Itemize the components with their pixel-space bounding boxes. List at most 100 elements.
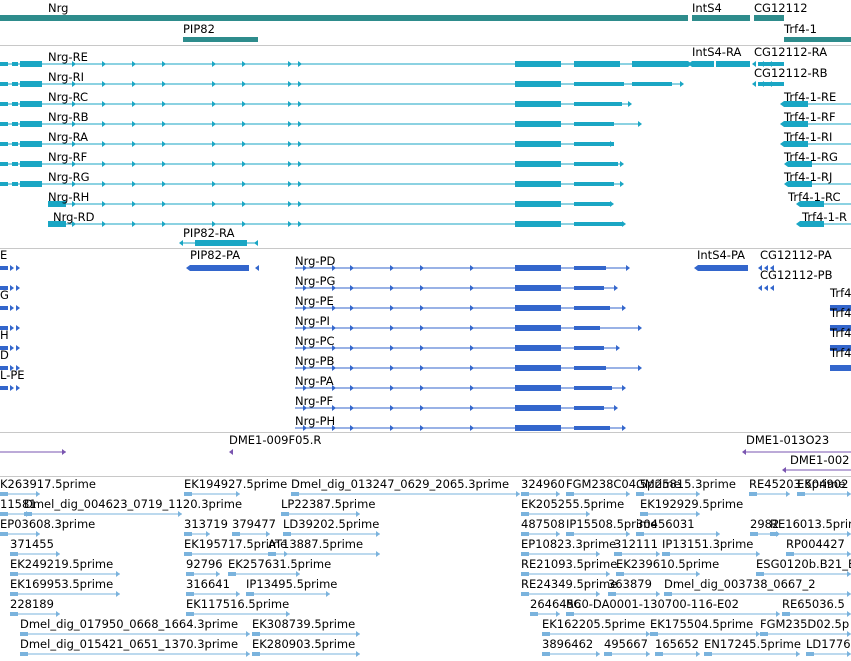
- feature-block[interactable]: [632, 61, 688, 67]
- feature-block[interactable]: [800, 221, 824, 227]
- feature-block[interactable]: [48, 221, 66, 227]
- transcript-label[interactable]: Nrg-RE: [48, 50, 88, 64]
- protein-label[interactable]: IntS4-PA: [697, 248, 746, 262]
- est-block[interactable]: [614, 552, 622, 556]
- feature-block[interactable]: [574, 202, 610, 206]
- est-block[interactable]: [521, 572, 529, 576]
- est-block[interactable]: [252, 652, 260, 656]
- protein-label[interactable]: Nrg-PF: [295, 394, 334, 408]
- est-block[interactable]: [228, 572, 236, 576]
- feature-block[interactable]: [0, 82, 8, 86]
- protein-label[interactable]: H: [0, 328, 9, 342]
- est-label[interactable]: IP13495.5prime: [246, 577, 338, 591]
- est-block[interactable]: [566, 492, 574, 496]
- transcript-label[interactable]: Nrg-RH: [48, 190, 90, 204]
- feature-block[interactable]: [20, 61, 42, 67]
- est-block[interactable]: [0, 492, 8, 496]
- transcript-label[interactable]: Trf4-1-RI: [784, 130, 833, 144]
- feature-block[interactable]: [515, 61, 561, 67]
- est-label[interactable]: 363879: [608, 577, 652, 591]
- est-label[interactable]: EK239610.5prime: [616, 557, 720, 571]
- transcript-label[interactable]: Trf4-1-RF: [784, 110, 836, 124]
- est-label[interactable]: EK308739.5prime: [252, 617, 356, 631]
- est-block[interactable]: [636, 492, 644, 496]
- est-label[interactable]: FGM238C04.5prime: [566, 477, 681, 491]
- est-block[interactable]: [0, 512, 8, 516]
- est-block[interactable]: [232, 532, 240, 536]
- est-label[interactable]: 92796: [186, 557, 223, 571]
- feature-block[interactable]: [0, 142, 8, 146]
- est-label[interactable]: Dmel_dig_004623_0719_1120.3prime: [24, 497, 243, 511]
- feature-block[interactable]: [515, 81, 561, 87]
- feature-block[interactable]: [692, 61, 714, 67]
- est-label[interactable]: 2982: [750, 517, 780, 531]
- est-block[interactable]: [750, 532, 758, 536]
- feature-block[interactable]: [20, 141, 42, 147]
- est-label[interactable]: EK205255.5prime: [521, 497, 625, 511]
- transcript-label[interactable]: Trf4-1-RJ: [784, 170, 833, 184]
- est-block[interactable]: [184, 492, 192, 496]
- feature-block[interactable]: [574, 386, 612, 390]
- est-label[interactable]: RE45203.5prime: [749, 477, 846, 491]
- est-block[interactable]: [530, 612, 538, 616]
- transcript-label[interactable]: Trf4-1-RE: [784, 90, 837, 104]
- est-block[interactable]: [616, 572, 624, 576]
- est-label[interactable]: EK162205.5prime: [542, 617, 646, 631]
- est-label[interactable]: EK169953.5prime: [10, 577, 114, 591]
- feature-block[interactable]: [574, 162, 618, 166]
- feature-block[interactable]: [830, 325, 851, 331]
- protein-label[interactable]: Nrg-PC: [295, 334, 335, 348]
- est-label[interactable]: EK04902: [797, 477, 849, 491]
- est-label[interactable]: EP03608.3prime: [0, 517, 96, 531]
- feature-block[interactable]: [574, 326, 600, 330]
- transcript-label[interactable]: PIP82-RA: [183, 226, 235, 240]
- feature-block[interactable]: [574, 142, 614, 146]
- protein-label[interactable]: PIP82-PA: [190, 248, 241, 262]
- transcript-label[interactable]: Nrg-RB: [48, 110, 89, 124]
- est-block[interactable]: [521, 552, 529, 556]
- est-block[interactable]: [246, 592, 254, 596]
- est-label[interactable]: LD1776: [806, 637, 851, 651]
- feature-block[interactable]: [0, 386, 8, 390]
- est-block[interactable]: [184, 532, 192, 536]
- feature-block[interactable]: [698, 265, 748, 271]
- est-block[interactable]: [655, 652, 663, 656]
- est-label[interactable]: Dmel_dig_003738_0667_2: [664, 577, 816, 591]
- est-block[interactable]: [268, 552, 276, 556]
- feature-block[interactable]: [574, 122, 614, 126]
- feature-block[interactable]: [784, 121, 808, 127]
- est-label[interactable]: Dmel_dig_015421_0651_1370.3prime: [20, 637, 239, 651]
- est-label[interactable]: RE65036.5: [782, 597, 845, 611]
- est-block[interactable]: [640, 512, 648, 516]
- transcript-label[interactable]: IntS4-RA: [692, 45, 742, 59]
- est-label[interactable]: 324960: [521, 477, 565, 491]
- feature-block[interactable]: [0, 182, 8, 186]
- est-label[interactable]: Dmel_dig_013247_0629_2065.3prime: [291, 477, 510, 491]
- feature-block[interactable]: [0, 366, 8, 370]
- est-block[interactable]: [760, 632, 768, 636]
- feature-block[interactable]: [515, 201, 561, 207]
- est-label[interactable]: AT13887.5prime: [268, 537, 364, 551]
- protein-label[interactable]: D: [0, 348, 9, 362]
- clone-label[interactable]: DME1-013O23: [746, 433, 830, 447]
- feature-block[interactable]: [515, 425, 561, 431]
- feature-block[interactable]: [515, 221, 561, 227]
- est-block[interactable]: [10, 612, 18, 616]
- protein-label[interactable]: Nrg-PA: [295, 374, 334, 388]
- feature-block[interactable]: [784, 141, 808, 147]
- est-label[interactable]: K263917.5prime: [0, 477, 96, 491]
- feature-block[interactable]: [788, 161, 812, 167]
- feature-block[interactable]: [574, 366, 606, 370]
- feature-block[interactable]: [0, 306, 8, 310]
- est-label[interactable]: 3896462: [542, 637, 594, 651]
- est-block[interactable]: [664, 592, 672, 596]
- protein-label[interactable]: Nrg-PB: [295, 354, 335, 368]
- est-label[interactable]: 316641: [186, 577, 230, 591]
- feature-block[interactable]: [20, 161, 42, 167]
- est-label[interactable]: RP004427: [786, 537, 845, 551]
- est-block[interactable]: [566, 532, 574, 536]
- feature-block[interactable]: [515, 285, 561, 291]
- protein-label[interactable]: Nrg-PH: [295, 414, 336, 428]
- est-label[interactable]: EK194927.5prime: [184, 477, 288, 491]
